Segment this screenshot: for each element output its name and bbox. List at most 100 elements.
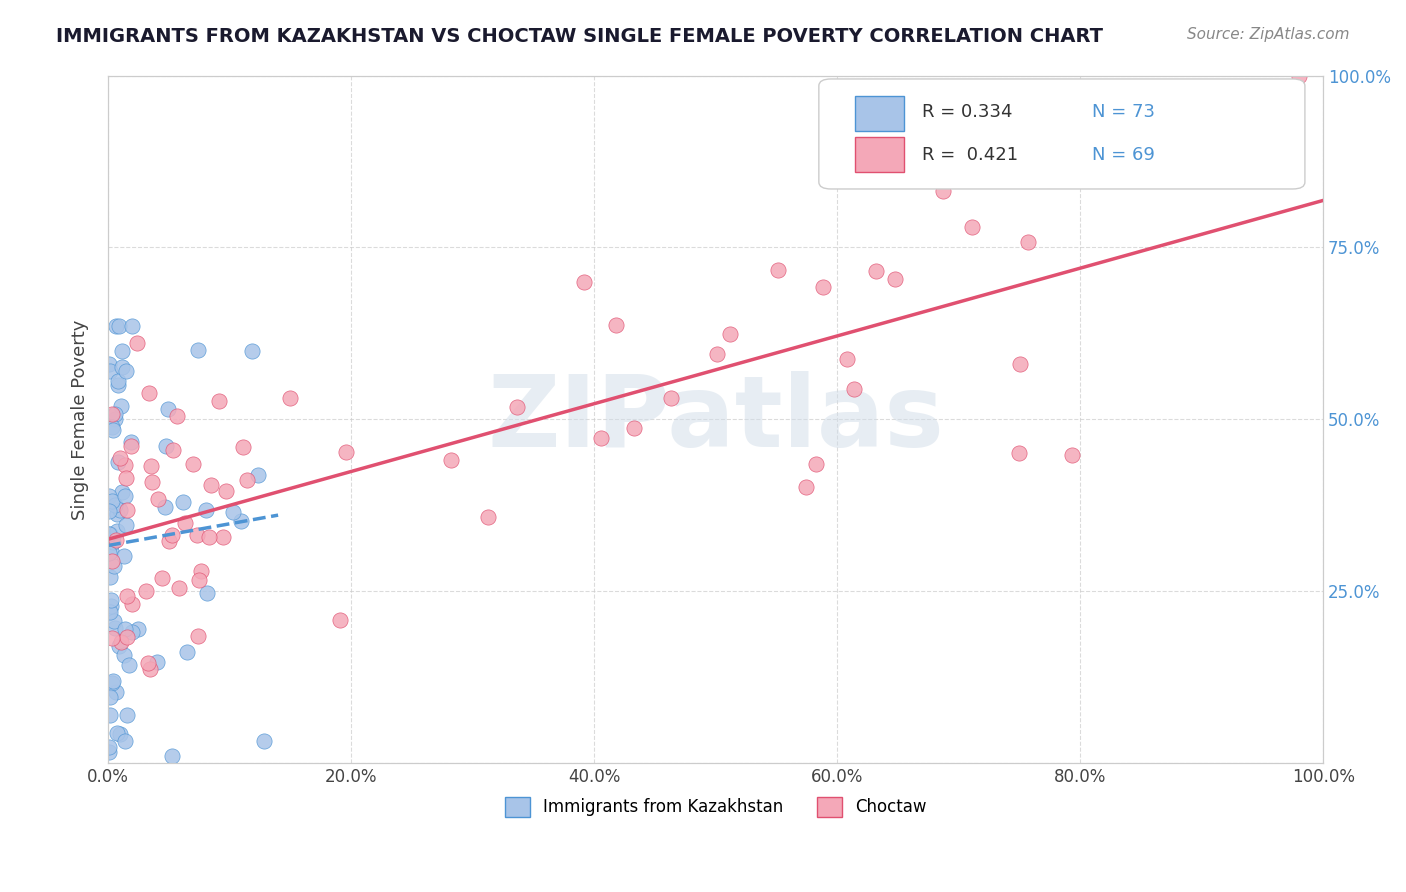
- Point: [806, 457, 828, 471]
- Point: [120, 434, 142, 449]
- Point: [1288, 69, 1310, 83]
- Point: [107, 375, 129, 389]
- Point: [97, 739, 120, 754]
- Point: [98, 504, 121, 518]
- Point: [623, 420, 645, 434]
- Point: [101, 632, 124, 646]
- Point: [440, 453, 463, 467]
- Point: [208, 394, 231, 409]
- Point: [107, 378, 129, 392]
- Point: [98, 526, 121, 541]
- Point: [104, 685, 127, 699]
- Point: [98, 605, 121, 619]
- Text: N = 69: N = 69: [1092, 145, 1156, 163]
- Point: [138, 386, 160, 401]
- Point: [115, 517, 138, 532]
- Point: [111, 485, 134, 500]
- Point: [240, 343, 263, 358]
- Point: [98, 604, 121, 618]
- Point: [100, 364, 122, 378]
- Point: [110, 399, 132, 413]
- Point: [794, 480, 817, 494]
- Point: [232, 440, 254, 454]
- Point: [104, 533, 127, 548]
- Point: [1060, 448, 1083, 462]
- Point: [114, 622, 136, 636]
- Point: [120, 439, 142, 453]
- Point: [114, 489, 136, 503]
- Point: [187, 574, 209, 588]
- Point: [960, 220, 983, 235]
- Point: [215, 484, 238, 499]
- Point: [98, 690, 121, 705]
- Text: Source: ZipAtlas.com: Source: ZipAtlas.com: [1187, 27, 1350, 42]
- Point: [115, 364, 138, 378]
- Point: [108, 639, 131, 653]
- Point: [100, 592, 122, 607]
- Point: [706, 347, 728, 361]
- Point: [111, 343, 134, 358]
- Point: [198, 530, 221, 544]
- Point: [174, 516, 197, 530]
- Point: [160, 528, 183, 542]
- Point: [844, 382, 866, 396]
- Point: [187, 629, 209, 643]
- Point: [101, 676, 124, 690]
- Point: [101, 673, 124, 688]
- Point: [865, 264, 887, 278]
- Point: [605, 318, 627, 332]
- Point: [146, 655, 169, 669]
- Point: [146, 491, 169, 506]
- Point: [153, 500, 176, 514]
- Point: [105, 725, 128, 739]
- Text: R = 0.334: R = 0.334: [922, 103, 1012, 121]
- FancyBboxPatch shape: [818, 79, 1305, 189]
- Point: [162, 442, 184, 457]
- Point: [100, 554, 122, 568]
- Point: [837, 352, 859, 367]
- Point: [97, 546, 120, 560]
- Point: [195, 585, 218, 599]
- Y-axis label: Single Female Poverty: Single Female Poverty: [72, 319, 89, 519]
- Point: [160, 749, 183, 764]
- Point: [884, 272, 907, 286]
- Point: [155, 439, 177, 453]
- Point: [718, 326, 741, 341]
- Point: [104, 621, 127, 635]
- Point: [111, 360, 134, 375]
- Point: [572, 276, 595, 290]
- Point: [253, 734, 276, 748]
- Text: N = 73: N = 73: [1092, 103, 1156, 121]
- Point: [335, 445, 357, 459]
- Point: [100, 494, 122, 508]
- Point: [329, 613, 352, 627]
- Point: [121, 597, 143, 611]
- Point: [115, 471, 138, 485]
- Point: [115, 707, 138, 722]
- Point: [186, 528, 208, 542]
- Point: [117, 502, 139, 516]
- Point: [114, 458, 136, 473]
- Point: [589, 431, 612, 445]
- Point: [112, 549, 135, 563]
- Point: [97, 745, 120, 759]
- Point: [246, 467, 269, 482]
- Point: [121, 319, 143, 334]
- Bar: [855, 96, 904, 130]
- Point: [477, 510, 499, 524]
- Point: [166, 409, 188, 423]
- Point: [190, 564, 212, 578]
- Point: [108, 450, 131, 465]
- Point: [172, 495, 194, 509]
- Point: [150, 571, 173, 585]
- Point: [222, 505, 245, 519]
- Point: [118, 658, 141, 673]
- Point: [110, 635, 132, 649]
- Point: [100, 543, 122, 558]
- Point: [103, 559, 125, 574]
- Point: [97, 489, 120, 503]
- Point: [98, 708, 121, 723]
- Point: [108, 319, 131, 334]
- Point: [115, 630, 138, 644]
- Point: [97, 357, 120, 371]
